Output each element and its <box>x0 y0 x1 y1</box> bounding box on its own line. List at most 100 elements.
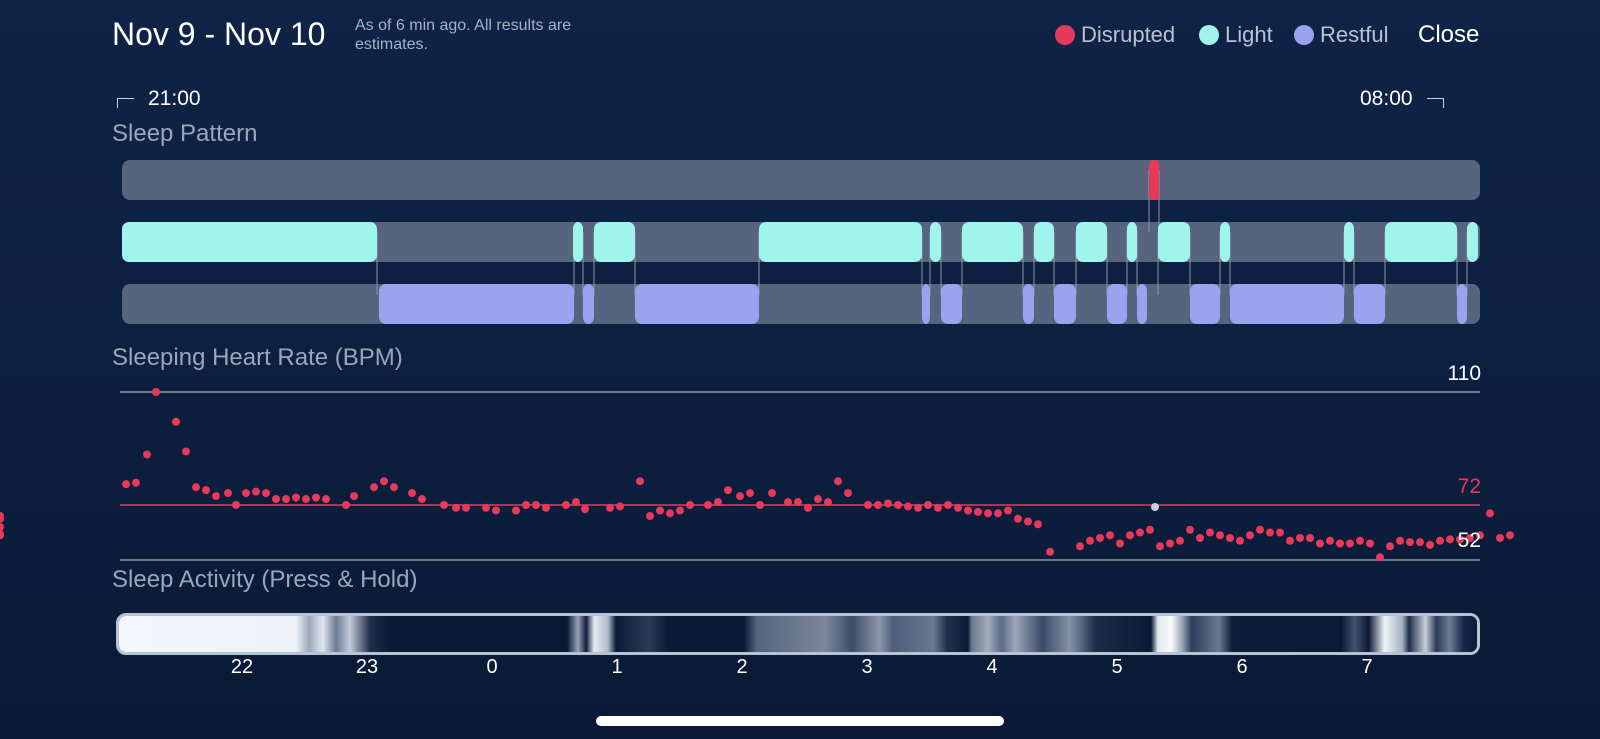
hr-point <box>666 509 674 518</box>
light-segment <box>1385 222 1457 262</box>
hr-point <box>974 507 982 516</box>
legend-restful: Restful <box>1294 22 1388 48</box>
hr-point <box>0 514 4 523</box>
hr-point <box>440 501 448 509</box>
hr-point <box>656 506 664 515</box>
hr-point <box>232 501 240 509</box>
hr-point <box>262 489 270 498</box>
sleep-activity-bar[interactable] <box>116 613 1480 655</box>
light-segment <box>573 222 583 262</box>
hr-point <box>1046 547 1054 556</box>
home-indicator[interactable] <box>596 716 1004 726</box>
hour-tick: 7 <box>1361 656 1373 678</box>
hr-point <box>1266 528 1274 537</box>
hr-point <box>1486 509 1494 518</box>
restful-segment <box>1023 284 1034 324</box>
heart-rate-chart <box>0 388 1514 562</box>
hr-point <box>1014 514 1022 523</box>
light-segment <box>1127 222 1137 262</box>
hr-point <box>1396 536 1404 545</box>
hr-point <box>1286 536 1294 545</box>
hr-point <box>894 501 902 509</box>
restful-segment <box>635 284 759 324</box>
hr-point <box>532 501 540 509</box>
hr-point <box>462 503 470 512</box>
light-segment <box>1034 222 1054 262</box>
restful-segment <box>583 284 594 324</box>
restful-dot-icon <box>1294 25 1314 45</box>
hr-point <box>756 501 764 509</box>
hr-point <box>824 498 832 507</box>
hr-point <box>606 503 614 512</box>
light-segment <box>1158 222 1190 262</box>
hr-point <box>1166 539 1174 548</box>
hr-point <box>202 486 210 495</box>
hr-point <box>1366 539 1374 548</box>
light-segment <box>759 222 922 262</box>
hr-point <box>1466 534 1474 542</box>
hr-point <box>934 503 942 512</box>
hr-point <box>1306 534 1314 542</box>
hr-point <box>646 512 654 520</box>
hr-point <box>814 495 822 504</box>
estimate-note: As of 6 min ago. All results are estimat… <box>355 17 572 53</box>
hr-point <box>924 501 932 509</box>
hr-point <box>874 501 882 509</box>
hr-point <box>1206 528 1214 537</box>
disrupted-dot-icon <box>1055 25 1075 45</box>
hr-point <box>542 503 550 512</box>
hr-point <box>192 483 200 492</box>
hr-point <box>884 499 892 508</box>
sleep-pattern-chart[interactable] <box>0 150 1600 335</box>
hr-point <box>272 495 280 504</box>
hr-point <box>768 489 776 498</box>
hr-point <box>212 492 220 501</box>
hr-point <box>676 506 684 515</box>
hour-tick: 22 <box>230 656 254 678</box>
hr-point <box>172 417 180 426</box>
hr-point <box>1506 531 1514 540</box>
hr-point <box>322 495 330 504</box>
timeline-start: 21:00 <box>117 87 201 111</box>
hr-point <box>122 480 130 489</box>
hr-point <box>292 493 300 502</box>
hr-point <box>1376 553 1384 562</box>
light-segment <box>1467 222 1478 262</box>
hr-point <box>380 477 388 486</box>
hr-point <box>1426 540 1434 549</box>
light-segment <box>1220 222 1230 262</box>
hr-point <box>1186 525 1194 534</box>
close-button[interactable]: Close <box>1418 21 1480 48</box>
hour-tick: 6 <box>1236 656 1248 678</box>
hr-point <box>282 495 290 504</box>
hr-point <box>132 478 140 487</box>
hr-point <box>964 506 972 515</box>
min-bpm-label: 52 <box>1457 529 1481 552</box>
hr-point <box>1096 534 1104 542</box>
hr-point <box>1126 531 1134 540</box>
timeline-end: 08:00 <box>1360 87 1444 111</box>
hr-point <box>904 502 912 511</box>
hr-point <box>794 498 802 507</box>
hr-point <box>350 492 358 501</box>
hr-point <box>1146 525 1154 534</box>
hr-point <box>1336 539 1344 548</box>
hour-tick: 23 <box>355 656 379 678</box>
disrupted-segment <box>1149 160 1159 200</box>
hr-point <box>1246 531 1254 540</box>
restful-segment <box>379 284 574 324</box>
hr-point <box>686 501 694 509</box>
hr-point <box>522 501 530 509</box>
hr-point <box>512 506 520 515</box>
legend-light-label: Light <box>1225 22 1273 47</box>
hr-point <box>370 483 378 492</box>
hr-point <box>492 506 500 515</box>
timeline-start-label: 21:00 <box>148 87 201 110</box>
hr-point <box>736 492 744 501</box>
light-segment <box>1344 222 1354 262</box>
sleep-activity-title: Sleep Activity (Press & Hold) <box>112 566 418 593</box>
hr-point <box>864 501 872 509</box>
legend-disrupted-label: Disrupted <box>1081 22 1176 47</box>
hr-point <box>572 498 580 507</box>
hour-tick: 0 <box>486 656 498 678</box>
